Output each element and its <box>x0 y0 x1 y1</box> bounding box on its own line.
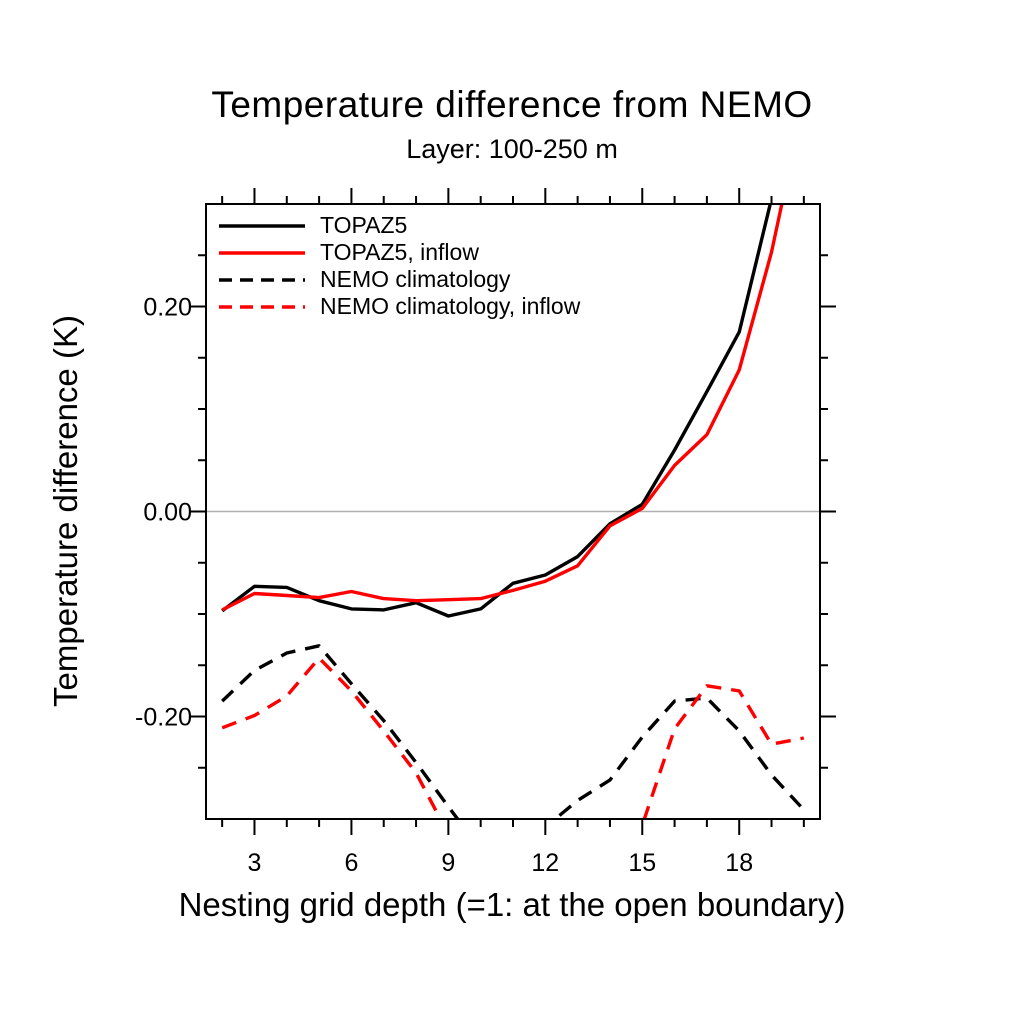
legend-line-sample <box>219 223 305 228</box>
legend-label: TOPAZ5, inflow <box>320 239 479 265</box>
chart-title: Temperature difference from NEMO <box>211 84 813 125</box>
legend-line-sample <box>219 277 305 282</box>
legend-line-sample <box>219 304 305 309</box>
legend-item-nemo-climatology-inflow: NEMO climatology, inflow <box>217 293 580 320</box>
chart-subtitle: Layer: 100-250 m <box>406 134 618 164</box>
legend-line-sample <box>219 250 305 255</box>
series-line-1 <box>221 203 784 612</box>
y-tick-label: 0.20 <box>143 294 192 322</box>
x-axis-title: Nesting grid depth (=1: at the open boun… <box>178 886 846 923</box>
series-line-0 <box>221 203 773 618</box>
legend-label: NEMO climatology <box>320 266 511 292</box>
legend-item-topaz5: TOPAZ5 <box>217 212 580 239</box>
y-tick-label: 0.00 <box>143 499 192 527</box>
legend: TOPAZ5 TOPAZ5, inflow NEMO climatology N… <box>217 212 580 320</box>
legend-label: TOPAZ5 <box>320 212 408 238</box>
x-tick-label: 15 <box>628 849 656 877</box>
legend-item-nemo-climatology: NEMO climatology <box>217 266 580 293</box>
series-line-3 <box>221 656 805 820</box>
y-axis-title: Temperature difference (K) <box>47 315 84 707</box>
y-tick-label: -0.20 <box>135 704 192 732</box>
x-tick-label: 6 <box>344 849 358 877</box>
x-tick-label: 9 <box>441 849 455 877</box>
x-tick-label: 18 <box>725 849 753 877</box>
x-tick-label: 12 <box>531 849 559 877</box>
legend-item-topaz5-inflow: TOPAZ5, inflow <box>217 239 580 266</box>
series-line-2 <box>221 644 806 820</box>
legend-label: NEMO climatology, inflow <box>320 293 581 319</box>
x-tick-label: 3 <box>248 849 262 877</box>
